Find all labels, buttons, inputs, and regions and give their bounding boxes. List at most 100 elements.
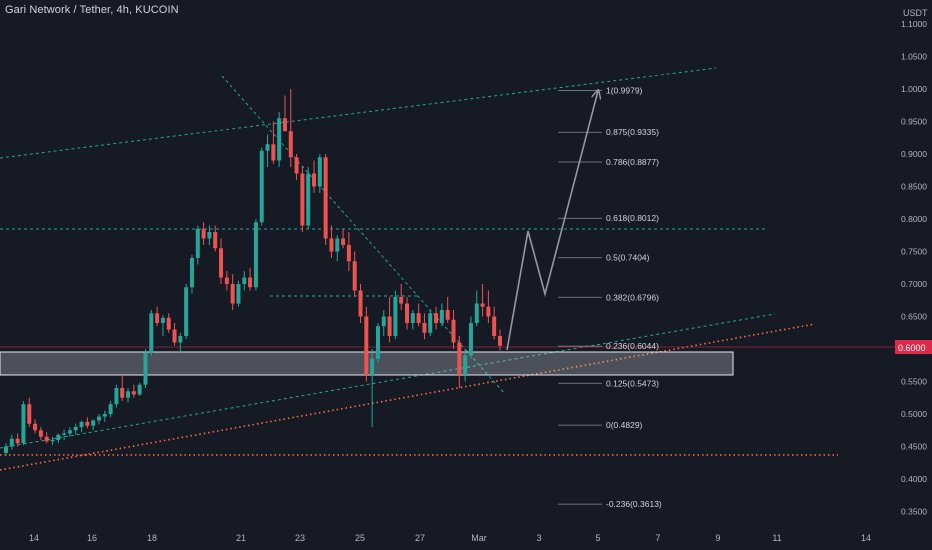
candle[interactable]: [498, 329, 502, 351]
candle[interactable]: [329, 225, 334, 259]
candle[interactable]: [21, 401, 26, 446]
candle[interactable]: [468, 316, 473, 359]
candle[interactable]: [219, 238, 224, 285]
candle[interactable]: [364, 306, 369, 382]
candle[interactable]: [143, 349, 148, 388]
candle[interactable]: [184, 284, 189, 340]
candle[interactable]: [96, 414, 101, 425]
candle[interactable]: [312, 160, 317, 194]
candle[interactable]: [67, 427, 72, 437]
candle[interactable]: [282, 95, 287, 132]
candle[interactable]: [405, 297, 410, 330]
rising-support-line[interactable]: [0, 323, 816, 471]
candle[interactable]: [15, 433, 20, 447]
candle[interactable]: [236, 280, 241, 307]
time-tick-label: 3: [536, 533, 541, 543]
candle[interactable]: [381, 310, 386, 336]
candle[interactable]: [91, 419, 96, 431]
candle[interactable]: [457, 336, 462, 388]
candle[interactable]: [492, 306, 497, 340]
candle[interactable]: [178, 332, 183, 353]
candle[interactable]: [131, 384, 136, 398]
candle[interactable]: [422, 313, 427, 340]
candle[interactable]: [213, 225, 218, 252]
candle[interactable]: [317, 154, 322, 193]
price-tick-label: 0.5500: [901, 377, 927, 387]
candle[interactable]: [480, 284, 485, 317]
candle[interactable]: [126, 388, 131, 403]
price-tick-label: 0.8500: [901, 182, 927, 192]
candle[interactable]: [375, 323, 380, 362]
candle[interactable]: [62, 429, 67, 440]
upper-channel-line[interactable]: [0, 67, 717, 159]
candle[interactable]: [416, 303, 421, 327]
candle[interactable]: [271, 121, 276, 164]
candle[interactable]: [137, 382, 142, 396]
candle[interactable]: [189, 254, 194, 294]
candle[interactable]: [370, 349, 375, 427]
candle[interactable]: [253, 219, 258, 291]
candle[interactable]: [474, 290, 479, 327]
lower-channel-line[interactable]: [0, 313, 776, 449]
candle[interactable]: [341, 228, 346, 249]
candle[interactable]: [393, 290, 398, 340]
candle[interactable]: [428, 310, 433, 336]
candle[interactable]: [445, 297, 450, 323]
projection-path[interactable]: [506, 91, 598, 351]
candle[interactable]: [323, 154, 328, 245]
candle[interactable]: [230, 274, 235, 310]
candle[interactable]: [195, 225, 200, 265]
time-tick-label: 14: [29, 533, 39, 543]
candle[interactable]: [73, 423, 78, 435]
time-axis[interactable]: 14 16 18 21 23 25 27 Mar 3 5 7 9 11 14: [0, 525, 895, 550]
candle[interactable]: [172, 323, 177, 346]
candle[interactable]: [108, 401, 113, 418]
candle[interactable]: [201, 222, 206, 245]
candle[interactable]: [79, 420, 84, 433]
price-axis[interactable]: USDT 1.1000 1.0500 1.0000 0.9500 0.9000 0.850…: [895, 0, 932, 550]
candle[interactable]: [335, 235, 340, 262]
candle[interactable]: [160, 315, 165, 336]
candle[interactable]: [149, 310, 154, 356]
candle[interactable]: [155, 306, 160, 327]
candle[interactable]: [346, 232, 351, 271]
candle[interactable]: [33, 419, 38, 434]
candle[interactable]: [9, 434, 14, 450]
candle[interactable]: [4, 443, 8, 456]
candle[interactable]: [242, 271, 247, 291]
candle[interactable]: [166, 313, 171, 333]
candle[interactable]: [294, 154, 299, 180]
descending-trendline[interactable]: [221, 75, 506, 395]
candle[interactable]: [439, 303, 444, 327]
candle[interactable]: [114, 384, 119, 408]
candle[interactable]: [248, 267, 253, 291]
candle[interactable]: [352, 251, 357, 298]
currency-label: USDT: [903, 8, 928, 18]
candle[interactable]: [288, 89, 293, 167]
candle[interactable]: [50, 436, 55, 446]
candle[interactable]: [387, 297, 392, 343]
price-chart[interactable]: 1(0.9979) 0.875(0.9335) 0.786(0.8877) 0.618…: [0, 0, 895, 525]
candle[interactable]: [300, 167, 305, 232]
candle[interactable]: [56, 433, 61, 444]
candle[interactable]: [451, 310, 456, 349]
candle[interactable]: [434, 306, 439, 330]
candle[interactable]: [27, 397, 32, 427]
candle[interactable]: [259, 147, 264, 226]
candle[interactable]: [463, 349, 468, 382]
candle[interactable]: [265, 134, 270, 168]
candle[interactable]: [306, 167, 311, 229]
candle[interactable]: [120, 375, 125, 401]
price-tick-label: 0.5000: [901, 409, 927, 419]
candle[interactable]: [486, 290, 491, 324]
candle[interactable]: [410, 310, 415, 330]
candle[interactable]: [38, 427, 43, 440]
candle[interactable]: [85, 417, 90, 429]
candle[interactable]: [224, 271, 229, 291]
candle[interactable]: [399, 284, 404, 310]
candle[interactable]: [207, 225, 212, 246]
candle[interactable]: [277, 111, 282, 167]
candle[interactable]: [44, 432, 49, 444]
candle[interactable]: [358, 284, 363, 323]
candle[interactable]: [102, 410, 107, 422]
